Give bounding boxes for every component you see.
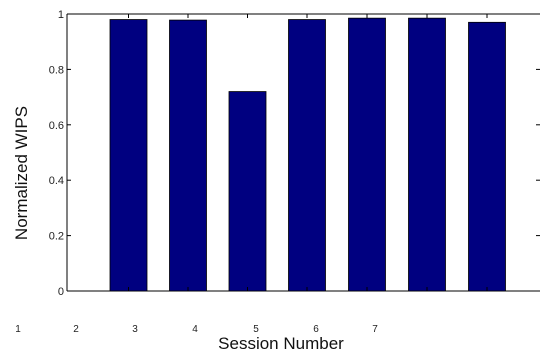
bar-session-4 (169, 19, 207, 292)
x-axis-label: Session Number (218, 334, 344, 352)
x-tick-label: 6 (313, 324, 319, 335)
bar-session-9 (468, 21, 506, 292)
y-tick-label: 0.2 (49, 231, 64, 243)
bar-session-6 (288, 19, 326, 292)
y-ticks: 0 0.2 0.4 0.6 0.8 1 (49, 9, 540, 298)
y-tick-label: 0 (58, 286, 64, 298)
x-tick-label: 7 (372, 324, 378, 335)
y-tick-label: 0.6 (49, 120, 64, 132)
bar-session-3 (109, 19, 148, 292)
x-tick-label: 5 (253, 324, 259, 335)
x-tick-label: 1 (15, 324, 21, 335)
bar-session-7 (348, 17, 386, 292)
x-tick-label: 3 (132, 324, 138, 335)
y-tick-label: 1 (58, 9, 64, 21)
bars (109, 14, 506, 292)
bar-session-8 (408, 17, 446, 292)
y-axis-label: Normalized WIPS (12, 106, 31, 240)
y-tick-label: 0.8 (49, 64, 64, 76)
y-tick-label: 0.4 (49, 175, 64, 187)
bar-session-5 (228, 91, 267, 292)
x-tick-labels: 1 2 3 4 5 6 7 (15, 324, 378, 335)
x-tick-label: 4 (192, 324, 198, 335)
x-tick-label: 2 (73, 324, 79, 335)
